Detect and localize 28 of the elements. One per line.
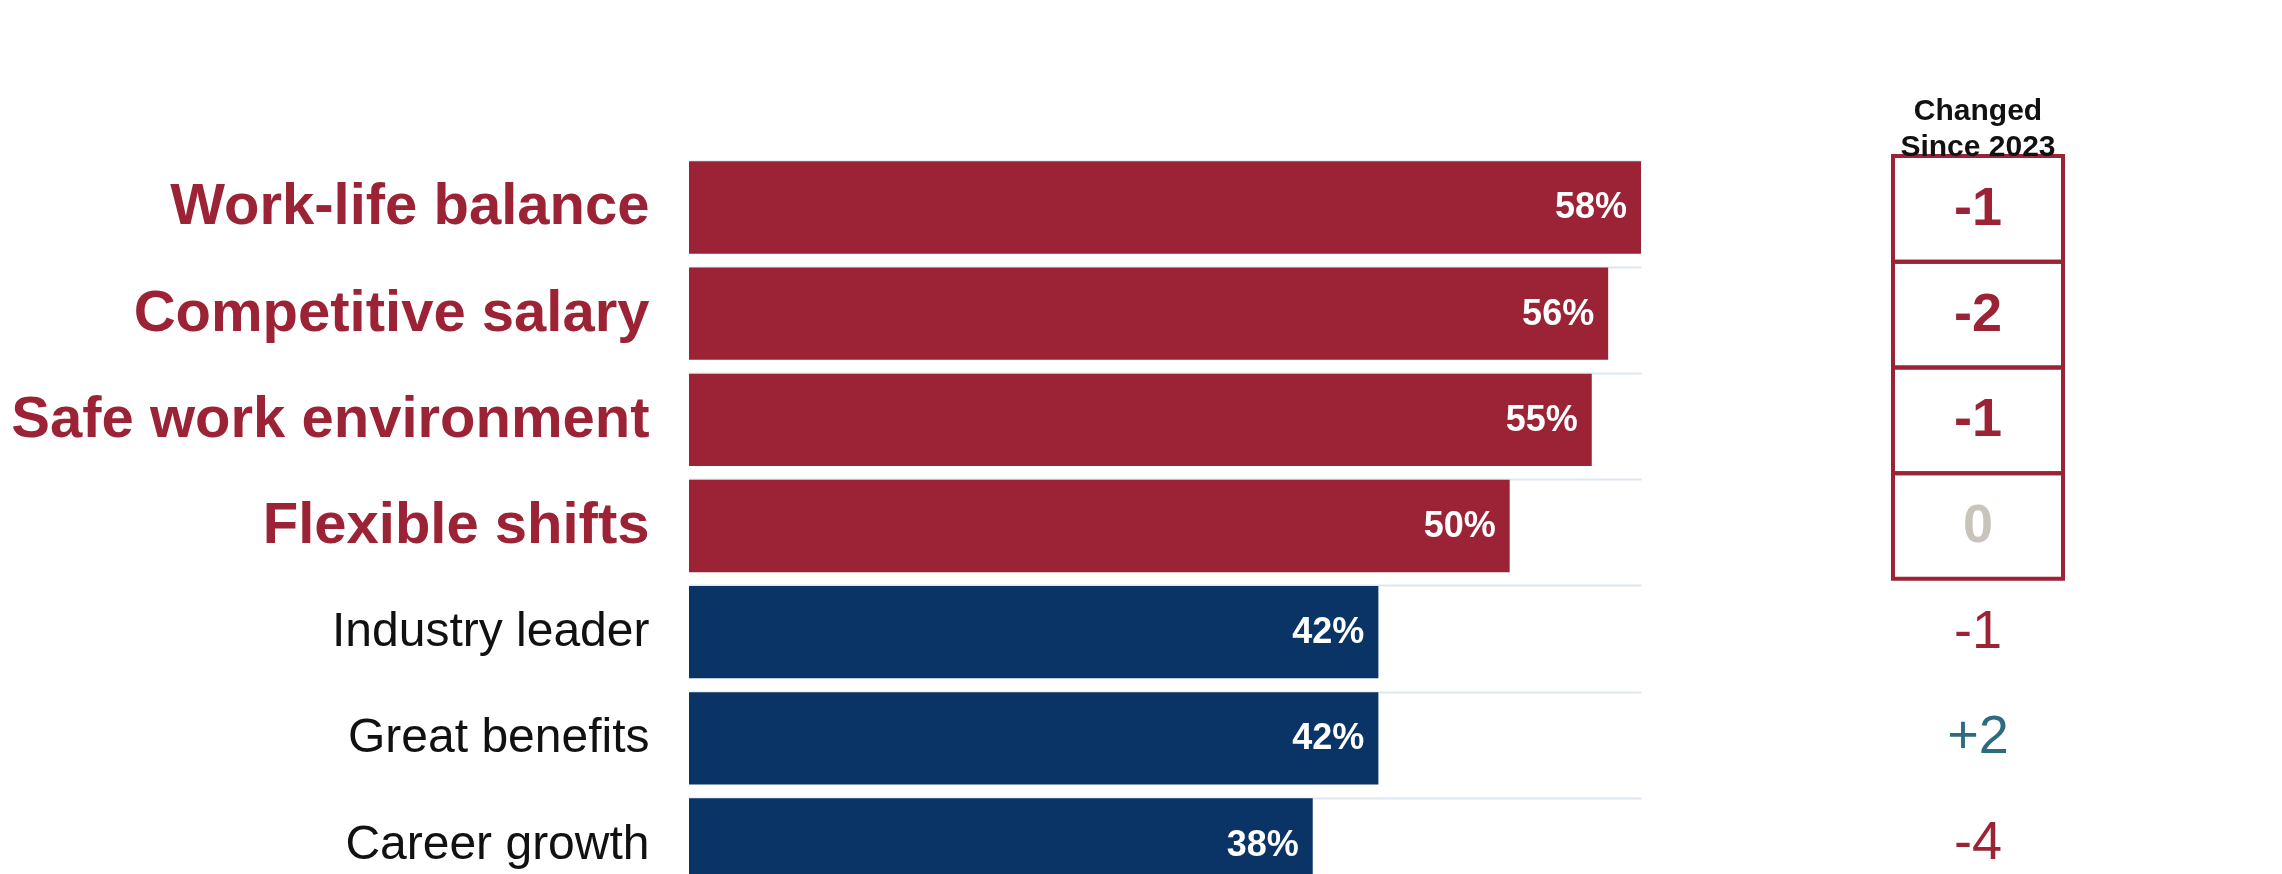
data-label: 38% <box>1226 822 1299 864</box>
data-label: +2 <box>1947 704 2009 765</box>
data-label: 50% <box>1423 504 1496 545</box>
data-label: 58% <box>1554 185 1627 227</box>
data-label: -4 <box>1953 810 2003 871</box>
y-tick-label: Industry leader <box>331 603 650 657</box>
data-label: -1 <box>1953 598 2003 659</box>
bar <box>689 585 1379 679</box>
bar <box>689 267 1609 360</box>
y-tick-label: Great benefits <box>348 709 650 763</box>
data-label: -1 <box>1953 175 2003 236</box>
data-label: -1 <box>1953 387 2003 448</box>
bar <box>689 479 1510 573</box>
data-label: 55% <box>1505 397 1578 439</box>
y-tick-label: Flexible shifts <box>262 490 650 555</box>
y-tick-label: Safe work environment <box>11 383 650 449</box>
y-tick-label: Career growth <box>345 815 650 869</box>
data-label: 42% <box>1292 716 1365 758</box>
y-tick-label: Work-life balance <box>170 171 650 237</box>
y-tick-label: Competitive salary <box>133 277 650 343</box>
data-label: 42% <box>1292 610 1365 652</box>
bar <box>689 692 1379 785</box>
data-label: 0 <box>1962 493 1994 553</box>
data-label: -2 <box>1953 281 2003 342</box>
data-label: 56% <box>1522 291 1595 333</box>
bar <box>689 373 1592 467</box>
text: Changed Since 2023 <box>1900 93 2056 162</box>
bar <box>689 161 1641 254</box>
